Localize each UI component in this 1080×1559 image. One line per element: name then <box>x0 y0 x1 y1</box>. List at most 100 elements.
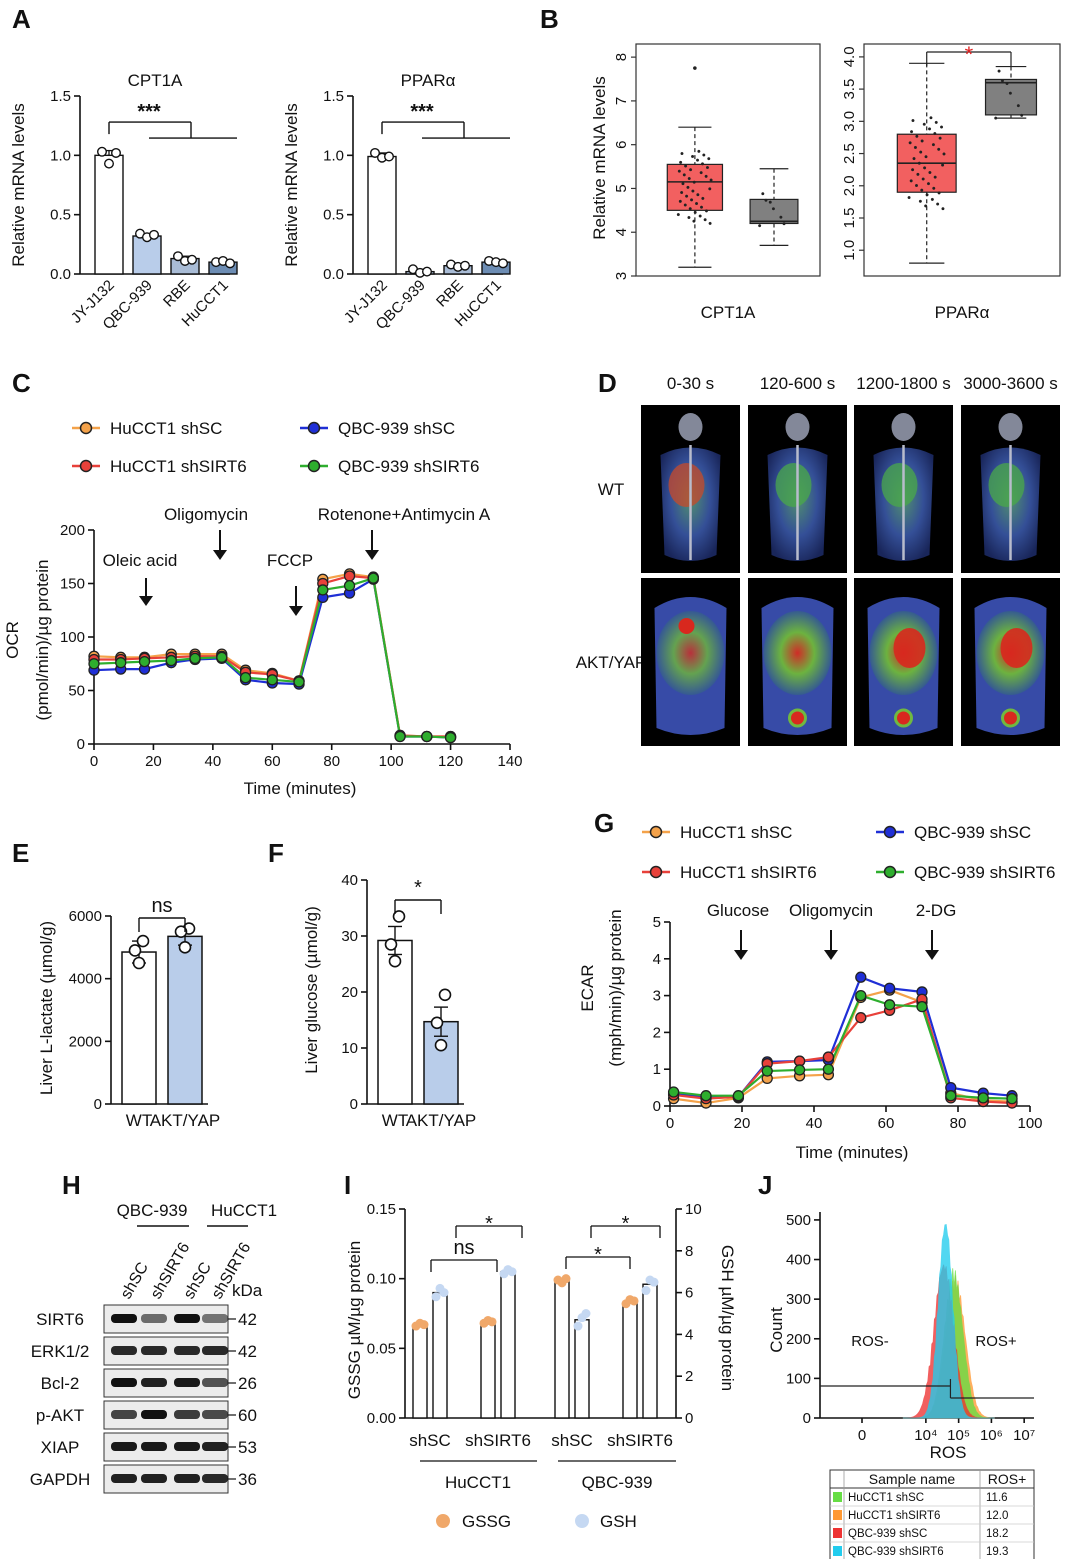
y-tick-label: 200 <box>60 522 85 539</box>
legend-marker-HuCCT1 shSIRT6 <box>79 459 93 473</box>
significance-label: *** <box>410 101 434 123</box>
data-point-QBC-939 shSIRT6 <box>239 672 252 684</box>
data-point-QBC-939 shSIRT6 <box>1006 1092 1018 1105</box>
jitter-point <box>1008 91 1012 95</box>
head <box>891 413 916 441</box>
jitter-point <box>690 198 694 202</box>
y-tick-label: 2.0 <box>841 175 858 196</box>
jitter-point <box>916 172 920 176</box>
jitter-point <box>933 175 937 179</box>
data-point <box>422 266 433 277</box>
y-tick-label: 1.5 <box>841 208 858 229</box>
y-tick-label: 2.5 <box>841 143 858 164</box>
injection-label: Oleic acid <box>103 551 178 570</box>
table-header-sample: Sample name <box>869 1471 956 1487</box>
table-ros-value: 12.0 <box>986 1510 1008 1522</box>
data-point-QBC-939 shSIRT6 <box>266 674 278 686</box>
chart-i-gssg-gsh: 0.00 0.05 0.10 0.15 0 2 4 6 8 10 shSC shSIRT6 shSC sh… <box>367 1201 702 1531</box>
jitter-point <box>680 191 684 195</box>
j-y-tick-label: 400 <box>786 1252 811 1269</box>
blot-band <box>111 1346 137 1355</box>
x-tick-label: 20 <box>145 753 162 770</box>
pet-image <box>748 405 847 573</box>
jitter-point <box>1000 79 1004 83</box>
blot-band <box>202 1346 228 1355</box>
y-tick-label: 0 <box>77 736 85 753</box>
protein-label: Bcl-2 <box>41 1374 80 1393</box>
chart-F-y-tick-label: 20 <box>341 984 358 1001</box>
chart-E-y-tick-label: 6000 <box>69 908 102 925</box>
data-point <box>384 938 398 951</box>
blot-band <box>174 1474 200 1483</box>
blot-band <box>141 1410 167 1419</box>
series-line-HuCCT1 shSIRT6 <box>673 997 1013 1105</box>
i-left-y-tick-label: 0.15 <box>367 1201 396 1218</box>
point-gsh <box>641 1286 651 1296</box>
g-ylabel-2: (mph/min)/µg protein <box>606 909 625 1066</box>
jitter-point <box>928 171 932 175</box>
chart-A2-y-tick-label: 1.5 <box>323 88 344 105</box>
jitter-point <box>908 141 912 145</box>
jitter-point <box>920 139 924 143</box>
head <box>998 413 1023 441</box>
data-point-QBC-939 shSIRT6 <box>793 1064 806 1076</box>
plot-frame <box>635 43 821 277</box>
western-blot: QBC-939 HuCCT1shSCshSIRT6shSCshSIRT6kDaSI… <box>30 1201 277 1494</box>
chart-E-y-tick-label: 2000 <box>69 1033 102 1050</box>
bladder-signal <box>1001 708 1020 728</box>
legend-label-HuCCT1 shSC: HuCCT1 shSC <box>680 823 792 842</box>
jitter-point <box>686 185 690 189</box>
blot-band <box>174 1378 200 1387</box>
injection-arrowhead <box>925 950 939 960</box>
jitter-point <box>937 147 941 151</box>
jitter-point <box>926 182 930 186</box>
data-point-QBC-939 shSIRT6 <box>855 989 867 1002</box>
data-point-QBC-939 shSIRT6 <box>883 999 896 1011</box>
j-y-tick-label: 300 <box>786 1291 811 1308</box>
jitter-point <box>692 219 696 223</box>
chart-A1-y-tick-label: 1.5 <box>50 88 71 105</box>
legend-label-QBC-939 shSIRT6: QBC-939 shSIRT6 <box>914 863 1055 882</box>
jitter-point <box>913 145 917 149</box>
pet-image <box>854 405 953 573</box>
data-point <box>96 146 107 157</box>
data-point-QBC-939 shSIRT6 <box>700 1090 712 1102</box>
data-point <box>370 147 381 158</box>
jitter-point <box>924 155 928 159</box>
lane-label: shSC <box>118 1260 152 1302</box>
data-point-QBC-939 shSIRT6 <box>88 658 100 670</box>
jitter-point <box>779 215 783 219</box>
y-tick-label: 2 <box>653 1024 661 1041</box>
jitter-point <box>924 204 928 208</box>
jitter-point <box>704 174 708 178</box>
x-tick-label: shSIRT6 <box>607 1431 673 1450</box>
tumor-signal <box>656 611 725 695</box>
table-header-ros: ROS+ <box>988 1471 1027 1487</box>
significance-label: *** <box>137 101 161 123</box>
liver-signal <box>775 463 812 507</box>
data-point-QBC-939 shSIRT6 <box>822 1063 835 1075</box>
x-label: CPT1A <box>701 303 756 322</box>
liver-signal <box>881 463 918 507</box>
x-tick-label: 100 <box>1017 1115 1042 1132</box>
significance-label: ns <box>453 1237 474 1259</box>
i-right-y-tick-label: 4 <box>685 1326 693 1343</box>
jitter-point <box>930 197 934 201</box>
significance-label: * <box>594 1244 602 1266</box>
jitter-point <box>1016 104 1020 108</box>
chart-E-y-tick-label: 4000 <box>69 971 102 988</box>
jitter-point <box>929 116 933 120</box>
panel-label-i: I <box>344 1170 351 1200</box>
jitter-point <box>933 132 937 136</box>
chart-F-y-tick-label: 40 <box>341 872 358 889</box>
jitter-point <box>680 152 684 156</box>
x-tick-label: WT <box>382 1111 408 1130</box>
jitter-point <box>997 69 1001 73</box>
legend-label-HuCCT1 shSIRT6: HuCCT1 shSIRT6 <box>680 863 817 882</box>
panel-label-g: G <box>594 808 614 838</box>
lane-label: shSC <box>181 1260 215 1302</box>
table-sample-name: QBC-939 shSC <box>848 1528 927 1540</box>
injection-arrowhead <box>365 550 379 560</box>
blot-band <box>141 1474 167 1483</box>
